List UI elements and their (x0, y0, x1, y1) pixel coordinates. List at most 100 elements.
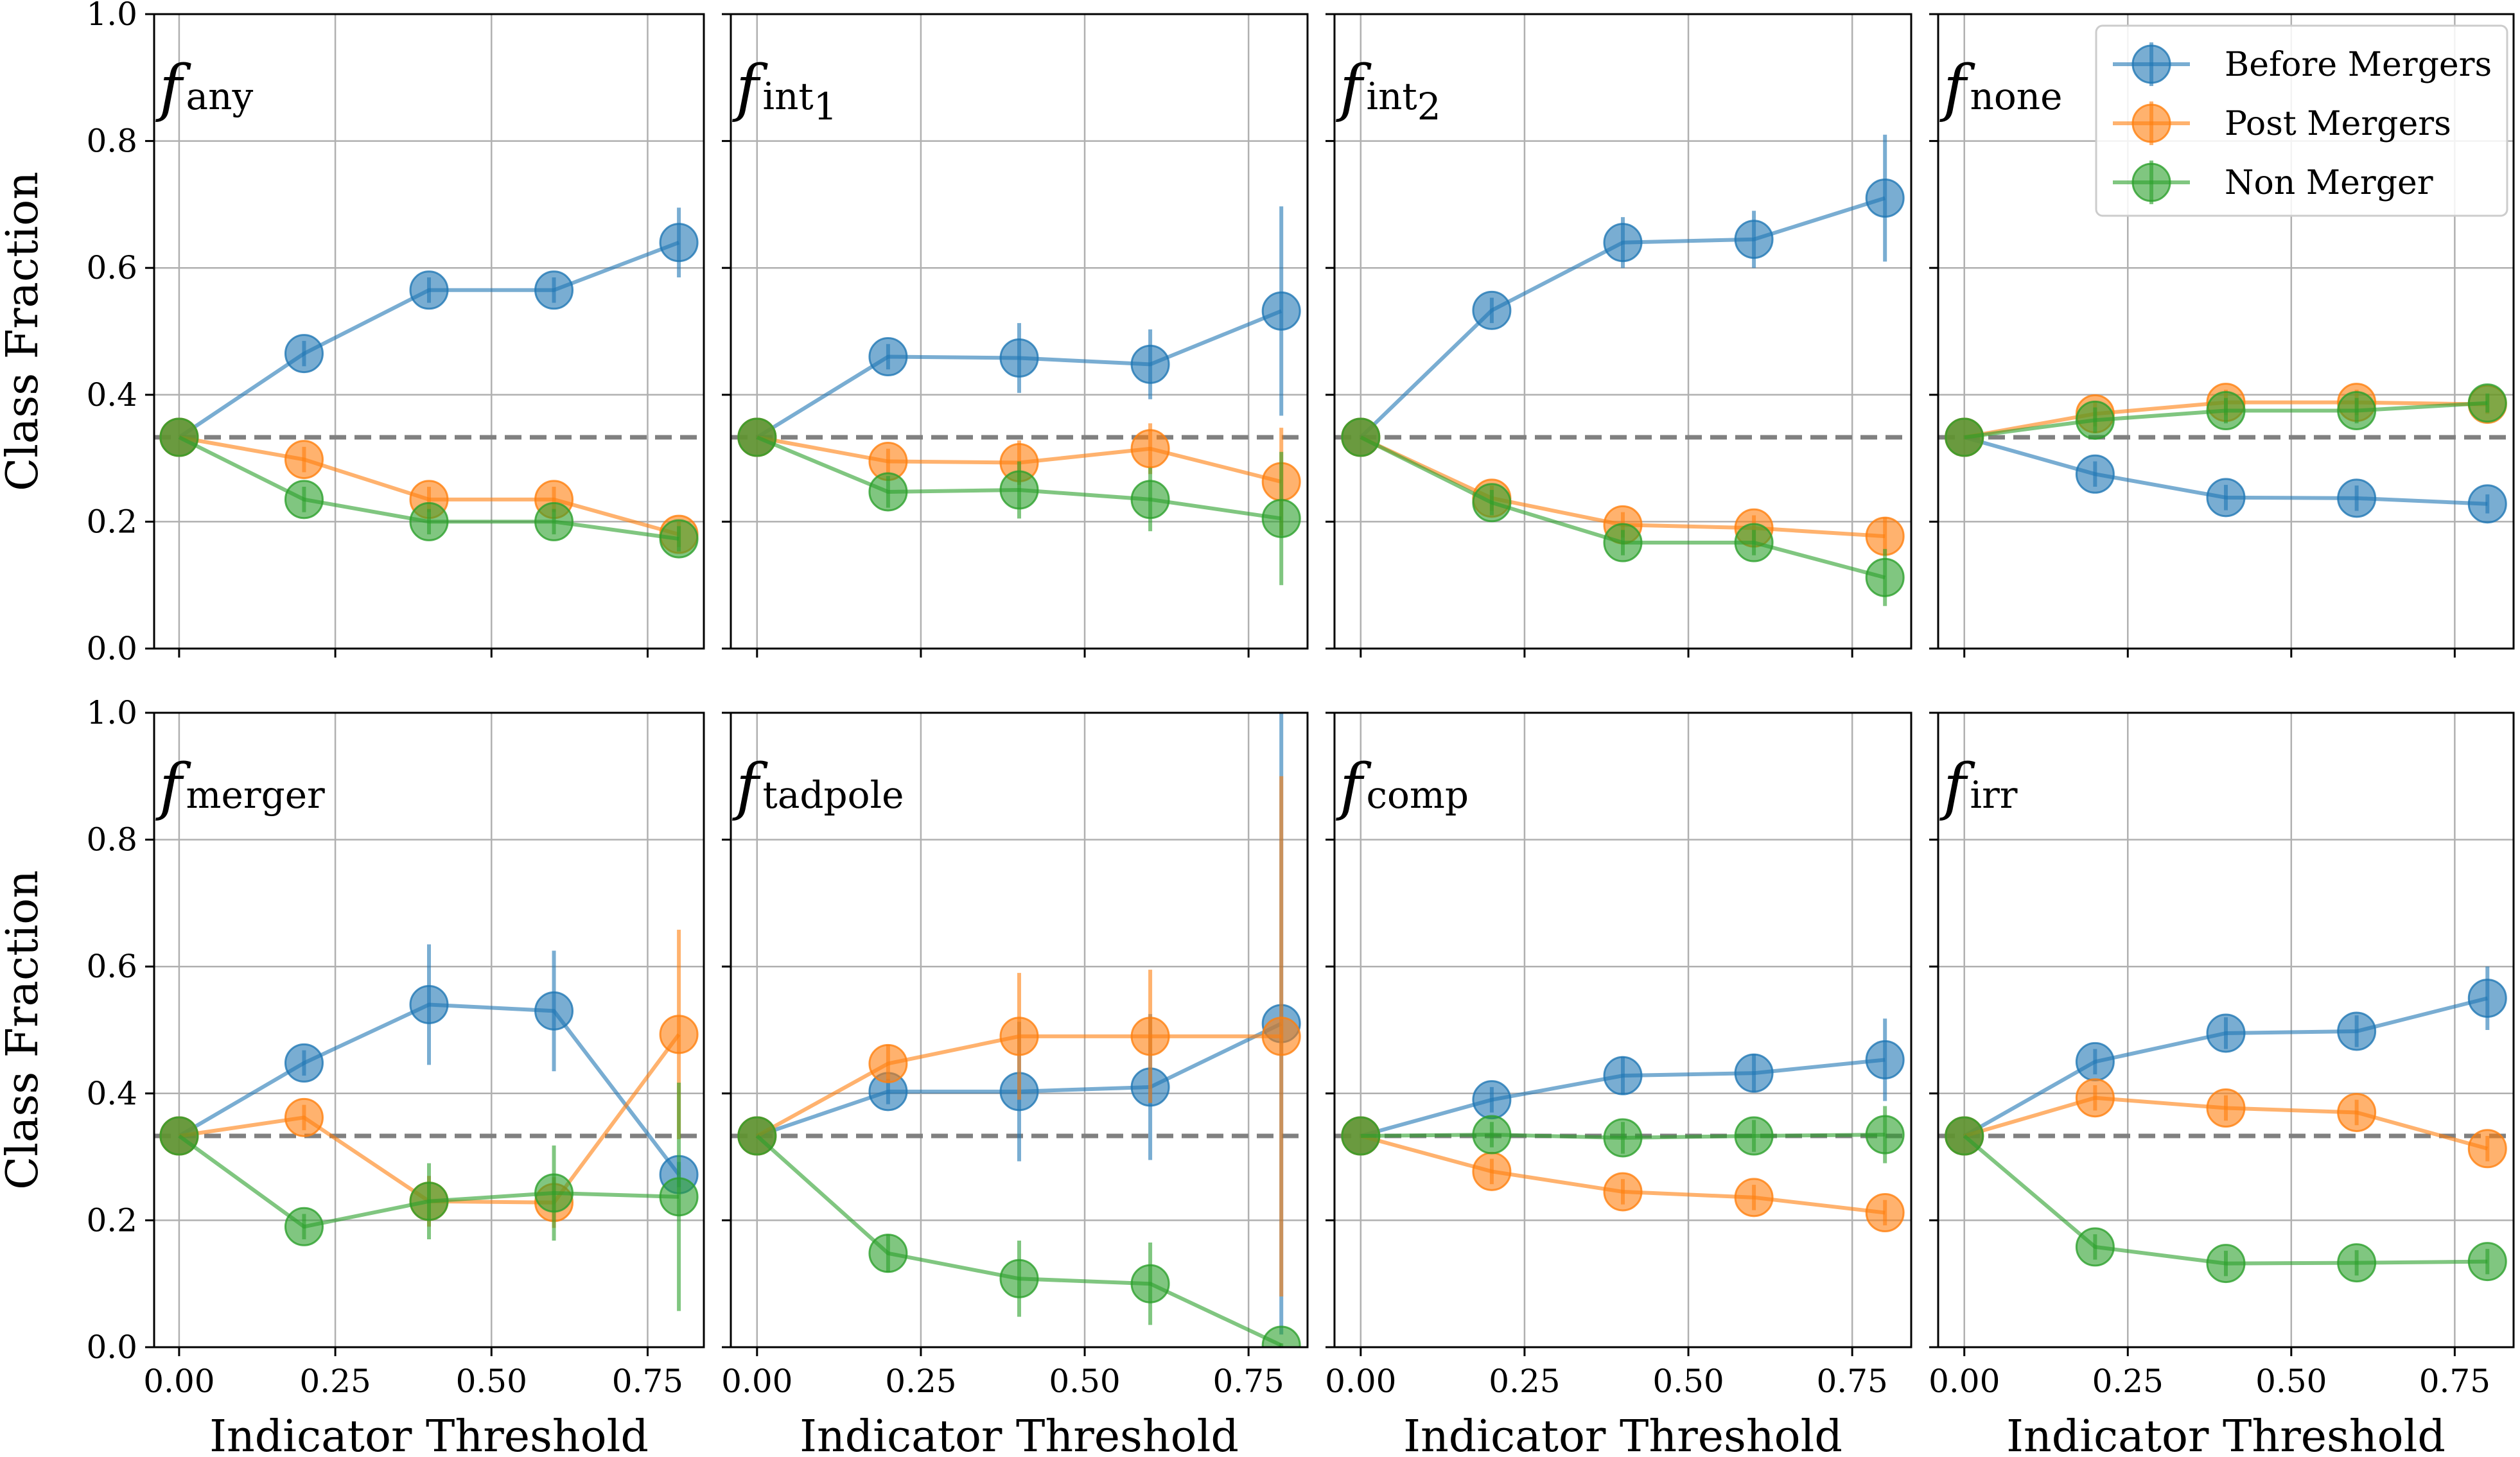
data-point-non-merger (868, 1234, 908, 1273)
panel-frame (1333, 711, 1912, 1348)
data-point-before-mergers (534, 270, 574, 310)
panel-data (1341, 134, 1905, 606)
y-tick-label: 1.0 (86, 694, 137, 731)
data-point-post-mergers (1130, 429, 1170, 469)
y-axis-label: Class Fraction (0, 870, 48, 1190)
panel-title: f int2 (1336, 52, 1441, 128)
data-point-non-merger (1865, 557, 1905, 597)
data-point-post-mergers (1261, 1016, 1301, 1056)
data-point-before-mergers (1603, 1056, 1643, 1095)
panel-frame (153, 13, 705, 650)
panel-data (1945, 966, 2507, 1284)
data-point-non-merger (1341, 1116, 1381, 1156)
data-point-before-mergers (534, 991, 574, 1031)
data-point-before-mergers (2206, 1013, 2246, 1053)
panel-title-sub: int (1367, 74, 1417, 118)
x-tick-label: 0.50 (2255, 1363, 2327, 1400)
data-point-before-mergers (284, 334, 324, 374)
data-point-non-merger (2206, 391, 2246, 430)
x-tick-label: 0.75 (1816, 1363, 1887, 1400)
legend-marker (2131, 103, 2171, 143)
legend-box (2095, 24, 2508, 217)
x-tick-label: 0.25 (299, 1363, 371, 1400)
data-point-before-mergers (409, 270, 449, 310)
panel-data (737, 713, 1301, 1347)
data-point-non-merger (2337, 1243, 2377, 1283)
y-tick-label: 0.2 (86, 503, 137, 540)
panel-data (159, 207, 699, 559)
data-point-non-merger (284, 480, 324, 519)
panel-data (159, 929, 699, 1311)
data-point-before-mergers (1130, 344, 1170, 384)
x-tick-label: 0.50 (1652, 1363, 1724, 1400)
legend-label: Post Mergers (2225, 105, 2451, 143)
data-point-non-merger (1734, 1116, 1774, 1156)
panel-frame (730, 13, 1309, 650)
data-point-post-mergers (868, 1043, 908, 1083)
panel-title: f tadpole (732, 751, 904, 823)
panel-frame (1937, 711, 2515, 1348)
data-point-non-merger (1261, 1325, 1301, 1347)
legend-entry-non-merger: Non Merger (2113, 161, 2433, 204)
panel-title-sub: merger (186, 773, 326, 817)
data-point-before-mergers (1603, 223, 1643, 263)
x-axis-label: Indicator Threshold (209, 1411, 649, 1457)
data-point-non-merger (159, 1116, 199, 1156)
y-tick-label: 0.6 (86, 249, 137, 286)
panel-title-sub: irr (1970, 773, 2018, 817)
x-tick-label: 0.75 (612, 1363, 683, 1400)
data-point-non-merger (1945, 1116, 1984, 1156)
data-point-non-merger (2206, 1244, 2246, 1284)
data-point-non-merger (1945, 417, 1984, 457)
panel-frame (730, 711, 1309, 1348)
y-tick-label: 0.6 (86, 948, 137, 985)
data-point-non-merger (659, 1177, 699, 1217)
data-point-before-mergers (868, 337, 908, 377)
data-point-non-merger (534, 1173, 574, 1213)
x-axis-label: Indicator Threshold (1403, 1411, 1842, 1457)
data-point-before-mergers (659, 223, 699, 263)
panel-3: f int2 (1326, 13, 1912, 658)
data-point-non-merger (2467, 1242, 2507, 1282)
data-point-before-mergers (2337, 1011, 2377, 1051)
data-point-non-merger (737, 417, 777, 457)
data-point-post-mergers (1472, 1151, 1512, 1191)
data-point-non-merger (1130, 1264, 1170, 1304)
data-point-non-merger (868, 472, 908, 512)
data-point-before-mergers (1734, 1053, 1774, 1093)
data-point-non-merger (999, 470, 1039, 510)
panel-title-sub: any (186, 74, 254, 118)
y-tick-label: 0.4 (86, 1075, 137, 1112)
x-tick-label: 0.75 (2419, 1363, 2490, 1400)
legend-marker (2131, 162, 2171, 202)
data-point-before-mergers (2206, 478, 2246, 518)
y-tick-label: 1.0 (86, 0, 137, 33)
data-point-post-mergers (284, 440, 324, 480)
data-point-before-mergers (2467, 979, 2507, 1018)
panel-title: f comp (1336, 751, 1469, 823)
panel-title-sub: comp (1367, 773, 1469, 817)
panel-frame (1333, 13, 1912, 650)
data-point-before-mergers (1261, 291, 1301, 331)
data-point-post-mergers (1603, 1172, 1643, 1212)
panel-6: 0.00 0.25 0.50 0.75 f tadpole Indicator Thresh… (721, 711, 1309, 1457)
data-point-post-mergers (1130, 1016, 1170, 1056)
data-point-before-mergers (284, 1043, 324, 1083)
x-tick-label: 0.75 (1212, 1363, 1284, 1400)
x-tick-label: 0.00 (721, 1363, 792, 1400)
y-tick-label: 0.0 (86, 630, 137, 667)
panel-2: f int1 (722, 13, 1309, 658)
data-point-non-merger (1603, 523, 1643, 563)
data-point-before-mergers (2467, 484, 2507, 524)
panel-frame (1937, 13, 2515, 650)
x-tick-label: 0.50 (456, 1363, 527, 1400)
panel-title: f none (1939, 52, 2062, 124)
data-point-non-merger (2337, 391, 2377, 430)
panel-data (737, 206, 1301, 586)
panel-title-sub: none (1970, 74, 2063, 118)
data-point-non-merger (1472, 1115, 1512, 1155)
y-tick-label: 0.8 (86, 821, 137, 859)
data-point-non-merger (284, 1207, 324, 1246)
panel-8: 0.00 0.25 0.50 0.75 f irr Indicator Threshold (1929, 711, 2515, 1457)
data-point-non-merger (2467, 383, 2507, 423)
